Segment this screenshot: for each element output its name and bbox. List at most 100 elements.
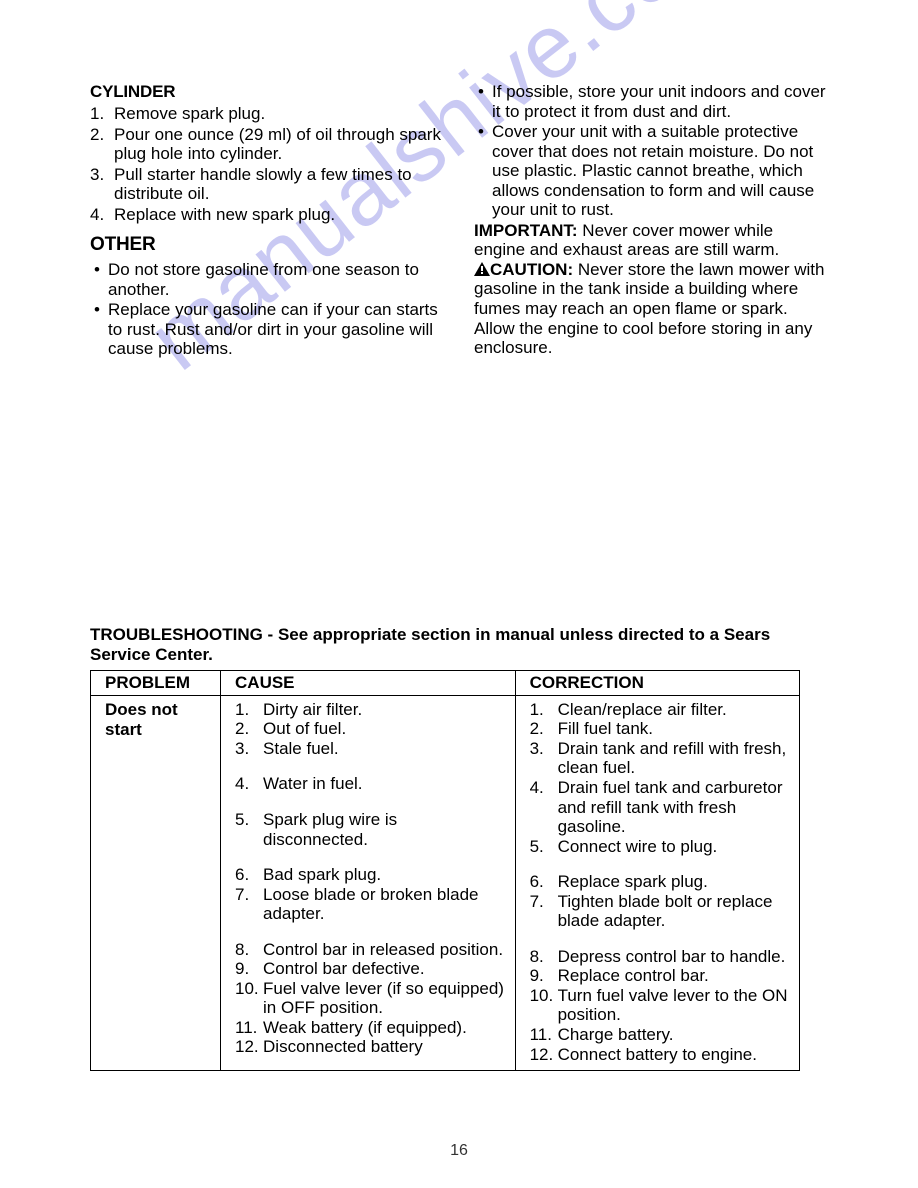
cause-cell: 1.Dirty air filter.2.Out of fuel.3.Stale… [221, 695, 516, 1070]
list-item: 5.Spark plug wire is disconnected. [235, 810, 505, 849]
problem-text: Does not start [105, 700, 178, 739]
cylinder-heading: CYLINDER [90, 82, 444, 102]
item-text: Replace spark plug. [558, 872, 789, 892]
num-label: 2. [90, 125, 114, 164]
num-label: 6. [235, 865, 263, 885]
troubleshooting-section: TROUBLESHOOTING - See appropriate sectio… [90, 625, 828, 1071]
bullet-text: Replace your gasoline can if your can st… [108, 300, 444, 359]
list-item: 3.Pull starter handle slowly a few times… [90, 165, 444, 204]
spacer [530, 931, 789, 947]
num-label: 6. [530, 872, 558, 892]
num-label: 2. [530, 719, 558, 739]
list-item: 2.Pour one ounce (29 ml) of oil through … [90, 125, 444, 164]
other-bullets-list: •Do not store gasoline from one season t… [90, 260, 444, 359]
item-text: Out of fuel. [263, 719, 505, 739]
num-label: 7. [530, 892, 558, 931]
list-item: 1.Dirty air filter. [235, 700, 505, 720]
table-row: Does not start 1.Dirty air filter.2.Out … [91, 695, 800, 1070]
list-item: 4.Replace with new spark plug. [90, 205, 444, 225]
spacer [235, 794, 505, 810]
list-item: 6.Bad spark plug. [235, 865, 505, 885]
cylinder-steps-list: 1.Remove spark plug. 2.Pour one ounce (2… [90, 104, 444, 224]
list-item: 5.Connect wire to plug. [530, 837, 789, 857]
troubleshooting-heading: TROUBLESHOOTING - See appropriate sectio… [90, 625, 828, 666]
item-text: Connect wire to plug. [558, 837, 789, 857]
num-label: 10. [530, 986, 558, 1025]
num-label: 5. [235, 810, 263, 849]
page-content: CYLINDER 1.Remove spark plug. 2.Pour one… [90, 82, 828, 360]
right-column: •If possible, store your unit indoors an… [474, 82, 828, 360]
list-item: 11.Weak battery (if equipped). [235, 1018, 505, 1038]
num-label: 8. [235, 940, 263, 960]
list-item: 2.Out of fuel. [235, 719, 505, 739]
item-text: Replace control bar. [558, 966, 789, 986]
item-text: Depress control bar to handle. [558, 947, 789, 967]
troubleshooting-table: PROBLEM CAUSE CORRECTION Does not start … [90, 670, 800, 1071]
list-item: •Replace your gasoline can if your can s… [90, 300, 444, 359]
item-text: Drain fuel tank and carburetor and refil… [558, 778, 789, 837]
spacer [530, 856, 789, 872]
list-item: 8.Control bar in released position. [235, 940, 505, 960]
num-label: 3. [90, 165, 114, 204]
list-item: 2.Fill fuel tank. [530, 719, 789, 739]
num-label: 9. [235, 959, 263, 979]
step-text: Pour one ounce (29 ml) of oil through sp… [114, 125, 444, 164]
important-note: IMPORTANT: Never cover mower while engin… [474, 221, 828, 260]
problem-cell: Does not start [91, 695, 221, 1070]
other-heading: OTHER [90, 234, 444, 256]
item-text: Bad spark plug. [263, 865, 505, 885]
list-item: 9.Control bar defective. [235, 959, 505, 979]
item-text: Water in fuel. [263, 774, 505, 794]
item-text: Fuel valve lever (if so equipped) in OFF… [263, 979, 505, 1018]
list-item: •Do not store gasoline from one season t… [90, 260, 444, 299]
bullet-icon: • [90, 260, 108, 299]
num-label: 1. [90, 104, 114, 124]
header-cause: CAUSE [221, 670, 516, 695]
caution-note: CAUTION: Never store the lawn mower with… [474, 260, 828, 358]
num-label: 11. [235, 1018, 263, 1038]
item-text: Loose blade or broken blade adapter. [263, 885, 505, 924]
two-column-layout: CYLINDER 1.Remove spark plug. 2.Pour one… [90, 82, 828, 360]
item-text: Disconnected battery [263, 1037, 505, 1057]
num-label: 11. [530, 1025, 558, 1045]
list-item: 4.Water in fuel. [235, 774, 505, 794]
list-item: 10.Fuel valve lever (if so equipped) in … [235, 979, 505, 1018]
bullet-text: Cover your unit with a suitable protecti… [492, 122, 828, 220]
item-text: Connect battery to engine. [558, 1045, 789, 1065]
list-item: 4.Drain fuel tank and carburetor and ref… [530, 778, 789, 837]
header-correction: CORRECTION [515, 670, 799, 695]
list-item: 12.Disconnected battery [235, 1037, 505, 1057]
item-text: Stale fuel. [263, 739, 505, 759]
num-label: 1. [235, 700, 263, 720]
left-column: CYLINDER 1.Remove spark plug. 2.Pour one… [90, 82, 444, 360]
list-item: 1.Clean/replace air filter. [530, 700, 789, 720]
item-text: Drain tank and refill with fresh, clean … [558, 739, 789, 778]
storage-bullets-list: •If possible, store your unit indoors an… [474, 82, 828, 220]
step-text: Remove spark plug. [114, 104, 444, 124]
item-text: Control bar in released position. [263, 940, 505, 960]
bullet-text: If possible, store your unit indoors and… [492, 82, 828, 121]
list-item: 11.Charge battery. [530, 1025, 789, 1045]
list-item: 12.Connect battery to engine. [530, 1045, 789, 1065]
cause-list: 1.Dirty air filter.2.Out of fuel.3.Stale… [235, 700, 505, 1057]
spacer [235, 849, 505, 865]
item-text: Spark plug wire is disconnected. [263, 810, 505, 849]
num-label: 7. [235, 885, 263, 924]
list-item: •If possible, store your unit indoors an… [474, 82, 828, 121]
list-item: 8.Depress control bar to handle. [530, 947, 789, 967]
num-label: 4. [90, 205, 114, 225]
item-text: Weak battery (if equipped). [263, 1018, 505, 1038]
num-label: 3. [530, 739, 558, 778]
bullet-text: Do not store gasoline from one season to… [108, 260, 444, 299]
step-text: Replace with new spark plug. [114, 205, 444, 225]
num-label: 8. [530, 947, 558, 967]
num-label: 5. [530, 837, 558, 857]
num-label: 2. [235, 719, 263, 739]
correction-list: 1.Clean/replace air filter.2.Fill fuel t… [530, 700, 789, 1064]
spacer [235, 924, 505, 940]
list-item: 6.Replace spark plug. [530, 872, 789, 892]
step-text: Pull starter handle slowly a few times t… [114, 165, 444, 204]
item-text: Dirty air filter. [263, 700, 505, 720]
num-label: 4. [235, 774, 263, 794]
list-item: 7.Loose blade or broken blade adapter. [235, 885, 505, 924]
